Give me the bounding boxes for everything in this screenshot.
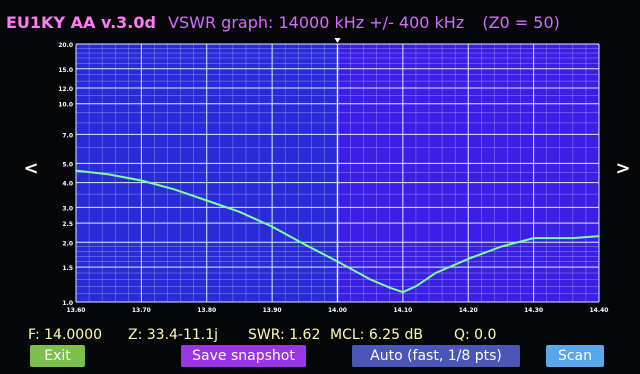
swr-data-point [173, 188, 175, 191]
measurement-readout: F: 14.0000 Z: 33.4-11.1j SWR: 1.62 MCL: … [28, 324, 618, 346]
x-tick-label: 14.40 [590, 307, 609, 314]
y-tick-label: 3.0 [62, 205, 73, 212]
center-marker-icon [334, 38, 341, 43]
pan-left-arrow-icon[interactable]: < [23, 158, 39, 179]
pan-right-arrow-icon[interactable]: > [615, 158, 631, 179]
y-tick-label: 2.5 [62, 221, 73, 228]
y-tick-label: 20.0 [58, 42, 73, 49]
swr-data-point [532, 237, 535, 239]
x-tick-label: 14.10 [393, 307, 412, 314]
y-tick-label: 1.5 [62, 265, 73, 272]
save-snapshot-button[interactable]: Save snapshot [181, 345, 306, 367]
x-tick-label: 14.30 [524, 307, 543, 314]
x-tick-label: 13.60 [67, 307, 86, 314]
frequency-readout: F: 14.0000 [28, 327, 103, 343]
swr-data-point [369, 278, 371, 281]
swr-data-point [389, 286, 391, 289]
swr-data-point [572, 237, 574, 239]
exit-button[interactable]: Exit [30, 345, 85, 367]
swr-readout: SWR: 1.62 [248, 327, 321, 343]
x-tick-label: 14.00 [328, 307, 347, 314]
y-tick-label: 2.0 [62, 240, 73, 247]
swr-data-point [415, 285, 417, 288]
y-tick-label: 4.0 [62, 181, 73, 188]
swr-data-point [304, 243, 306, 246]
q-readout: Q: 0.0 [454, 327, 497, 343]
x-tick-label: 14.20 [459, 307, 478, 314]
z0-indicator: (Z0 = 50) [482, 13, 560, 32]
swr-data-point [467, 258, 470, 260]
y-tick-label: 7.0 [62, 132, 73, 139]
auto-mode-button[interactable]: Auto (fast, 1/8 pts) [352, 345, 520, 367]
swr-data-point [500, 245, 502, 248]
x-tick-label: 13.70 [132, 307, 151, 314]
app-title: EU1KY AA v.3.0d [6, 13, 156, 32]
swr-data-point [271, 225, 273, 228]
impedance-readout: Z: 33.4-11.1j [128, 327, 219, 343]
scan-button[interactable]: Scan [546, 345, 604, 367]
swr-data-point [238, 211, 241, 213]
swr-data-point [598, 235, 600, 237]
mcl-readout: MCL: 6.25 dB [330, 327, 423, 343]
swr-data-point [140, 179, 143, 182]
swr-data-point [552, 237, 555, 239]
swr-data-point [107, 173, 110, 176]
swr-data-point [75, 169, 77, 172]
swr-data-point [205, 199, 208, 202]
swr-data-point [434, 272, 437, 274]
x-tick-label: 13.90 [263, 307, 282, 314]
y-tick-label: 1.0 [62, 300, 73, 307]
y-tick-label: 12.0 [58, 86, 73, 93]
graph-title: VSWR graph: 14000 kHz +/- 400 kHz [168, 13, 465, 32]
y-tick-label: 15.0 [58, 67, 73, 74]
y-tick-label: 5.0 [62, 161, 73, 168]
x-tick-label: 13.80 [197, 307, 216, 314]
y-tick-label: 10.0 [58, 102, 73, 109]
swr-curve [75, 169, 600, 294]
header-bar: EU1KY AA v.3.0d VSWR graph: 14000 kHz +/… [6, 10, 626, 36]
swr-data-point [402, 291, 404, 294]
swr-data-point [336, 260, 339, 263]
